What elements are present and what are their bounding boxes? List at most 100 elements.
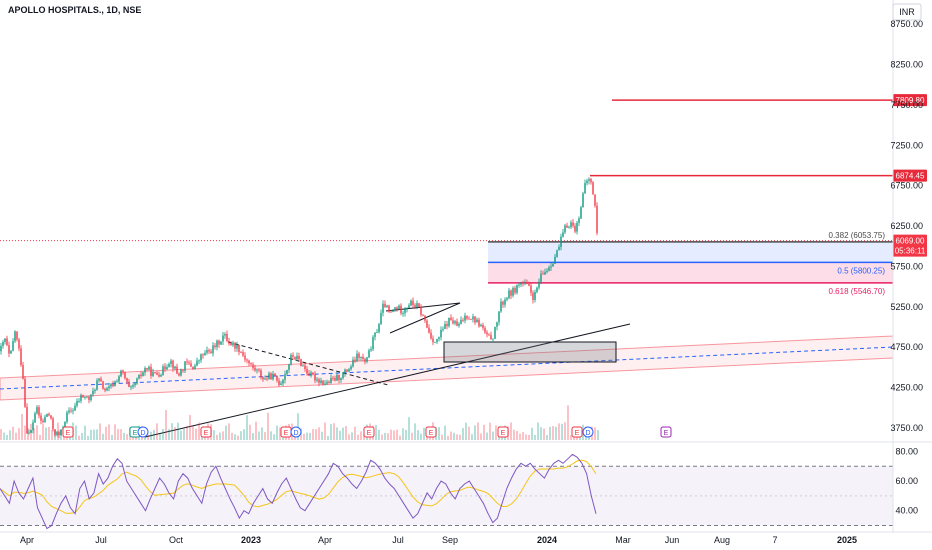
candle-body [236,345,238,349]
earnings-marker[interactable]: E [363,426,375,438]
volume-bar [279,427,281,440]
volume-bar [24,425,26,440]
volume-bar [459,434,461,440]
volume-bar [597,429,599,440]
volume-bar [468,426,470,440]
candle-body [126,378,128,382]
candle-body [544,272,546,275]
candle-body [320,380,322,383]
earnings-marker[interactable]: E [497,426,509,438]
candle-body [372,336,374,350]
candle-body [16,331,18,340]
volume-bar [6,434,8,440]
volume-bar [516,430,518,440]
volume-bar [9,430,11,440]
candle-body [68,410,70,413]
volume-bar [189,414,191,440]
time-tick-label: 7 [772,535,777,545]
candle-body [482,324,484,328]
candle-body [308,373,310,376]
volume-bar [351,432,353,440]
candle-body [6,338,8,346]
rsi-tick-label: 80.00 [895,446,918,456]
candle-body [204,352,206,356]
candle-body [386,305,388,308]
volume-bar [363,434,365,440]
candle-body [152,372,154,376]
candle-body [542,273,544,275]
candle-body [88,396,90,401]
rsi-axis: 80.00 60.00 40.00 [895,446,918,515]
candle-body [540,273,542,282]
fib-level-label: 0.382 (6053.75) [829,231,886,240]
volume-bar [246,415,248,440]
volume-bar [99,423,101,440]
event-marker-label: D [585,430,590,437]
candle-body [190,363,192,367]
volume-bar [168,429,170,440]
volume-bar [222,431,224,440]
volume-bar [219,432,221,440]
candle-body [108,386,110,389]
candle-body [458,323,460,326]
candle-body [442,328,444,330]
candle-body [488,334,490,336]
volume-bar [126,434,128,440]
dividend-marker[interactable]: D [582,426,594,438]
candle-body [30,430,32,433]
candle-body [574,225,576,232]
earnings-marker[interactable]: E [425,426,437,438]
candle-body [66,412,68,422]
candle-body [330,377,332,383]
candle-body [20,348,22,366]
candle-body [36,407,38,414]
volume-bar [96,429,98,440]
volume-bar [57,422,59,440]
volume-bar [195,428,197,440]
volume-bar [438,427,440,440]
candle-body [326,381,328,384]
volume-bar [327,435,329,440]
earnings-marker[interactable]: E [62,426,74,438]
earnings-marker[interactable]: E [200,426,212,438]
candle-body [292,355,294,357]
candle-body [366,357,368,362]
rsi-line [0,453,597,530]
earnings-marker[interactable]: E [280,426,292,438]
volume-bar [249,424,251,440]
price-level-value: 6874.45 [896,172,925,181]
candle-body [472,316,474,320]
candle-body [448,317,450,327]
candle-body [50,415,52,419]
volume-bar [486,432,488,440]
candle-body [444,323,446,329]
earnings-marker[interactable]: E [571,426,583,438]
candle-body [224,333,226,336]
volume-bar [342,427,344,440]
volume-bar [561,423,563,440]
volume-bar [522,432,524,440]
fib-zone-upper [488,241,893,263]
consolidation-box [443,341,617,363]
candle-body [60,429,62,436]
candle-body [490,335,492,340]
volume-bar [510,422,512,440]
currency-badge[interactable] [892,3,922,21]
candle-body [566,225,568,228]
volume-bar [183,428,185,440]
candle-body [26,406,28,434]
price-tick-label: 3750.00 [890,423,923,433]
event-marker-label: E [133,430,138,437]
event-marker-label: D [140,430,145,437]
event-marker-label: E [501,430,506,437]
dividend-marker[interactable]: D [137,426,149,438]
candle-body [536,287,538,293]
candle-body [440,329,442,338]
price-tick-label: 6750.00 [890,181,923,191]
volume-bar [192,426,194,440]
candle-body [376,332,378,333]
dividend-marker[interactable]: D [290,426,302,438]
earnings-marker[interactable]: E [660,426,672,438]
candle-body [580,207,582,219]
candle-body [562,232,564,237]
